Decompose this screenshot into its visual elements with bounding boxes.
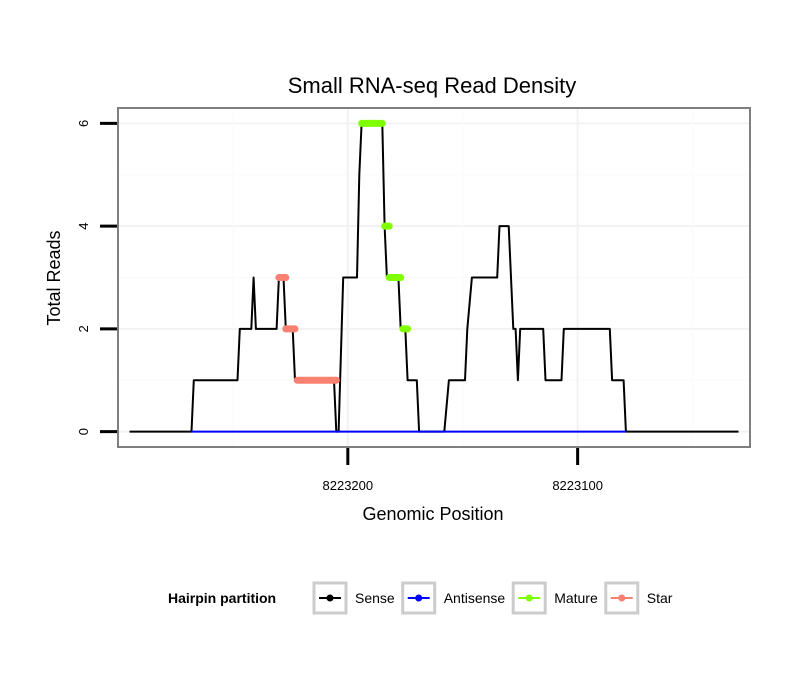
legend-dot-antisense [415, 594, 423, 602]
y-axis: 0 2 4 6 [76, 120, 117, 435]
legend-label-antisense: Antisense [444, 590, 506, 606]
legend-dot-sense [326, 594, 334, 602]
legend-title: Hairpin partition [168, 590, 276, 606]
legend-label-star: Star [647, 590, 673, 606]
x-tick-label-1: 8223100 [552, 478, 603, 493]
legend-label-mature: Mature [554, 590, 598, 606]
y-tick-label-0: 0 [76, 428, 91, 435]
plot-border [117, 107, 751, 448]
legend-dot-mature [525, 594, 533, 602]
legend-item-antisense: Antisense [401, 581, 506, 615]
y-tick-label-1: 2 [76, 325, 91, 332]
legend-items: Sense Antisense Mature Star [312, 581, 673, 615]
x-tick-label-0: 8223200 [323, 478, 374, 493]
grid-lines [118, 108, 750, 447]
legend-item-sense: Sense [312, 581, 395, 615]
legend-item-mature: Mature [511, 581, 598, 615]
legend-item-star: Star [604, 581, 673, 615]
x-axis: 8223200 8223100 [323, 448, 603, 493]
chart-title: Small RNA-seq Read Density [288, 73, 577, 98]
y-tick-label-3: 6 [76, 120, 91, 127]
legend: Hairpin partition Sense Antisense Mature St… [168, 581, 673, 615]
y-axis-title: Total Reads [44, 230, 64, 325]
legend-label-sense: Sense [355, 590, 395, 606]
y-tick-label-2: 4 [76, 223, 91, 230]
series-layer [129, 119, 739, 433]
legend-dot-star [618, 594, 626, 602]
x-axis-title: Genomic Position [362, 504, 503, 524]
